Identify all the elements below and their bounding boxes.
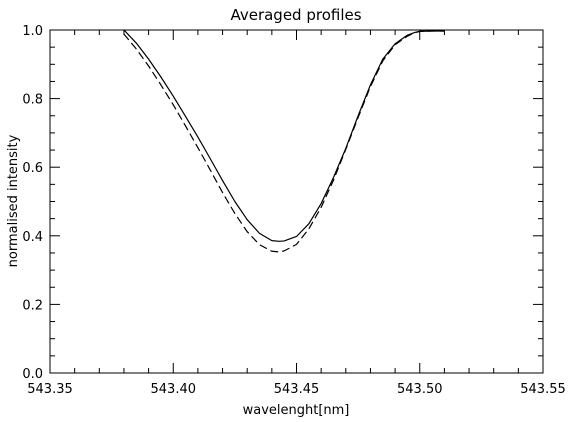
x-tick-label: 543.40: [151, 382, 197, 397]
y-tick-label: 0.6: [22, 161, 43, 176]
x-tick-label: 543.35: [27, 382, 73, 397]
series-line-dashed: [123, 30, 445, 253]
y-tick-label: 0.0: [22, 367, 43, 382]
x-axis-label: wavelenght[nm]: [243, 403, 350, 418]
ticks-layer: 543.35 543.40 543.45 543.50 543.55 0.0 0.2 0.4 0…: [22, 24, 565, 397]
axes-layer: [49, 29, 544, 374]
x-tick-label: 543.55: [520, 382, 566, 397]
y-tick-label: 1.0: [22, 24, 43, 39]
y-tick-label: 0.4: [22, 230, 43, 245]
y-tick-label: 0.8: [22, 93, 43, 108]
x-tick-label: 543.50: [397, 382, 443, 397]
series-layer: [123, 29, 445, 253]
y-axis-label: normalised intensity: [6, 134, 21, 267]
chart-title: Averaged profiles: [230, 6, 361, 24]
x-tick-label: 543.45: [274, 382, 320, 397]
plot-frame: [49, 29, 544, 374]
series-line-solid: [123, 29, 445, 242]
y-tick-label: 0.2: [22, 298, 43, 313]
